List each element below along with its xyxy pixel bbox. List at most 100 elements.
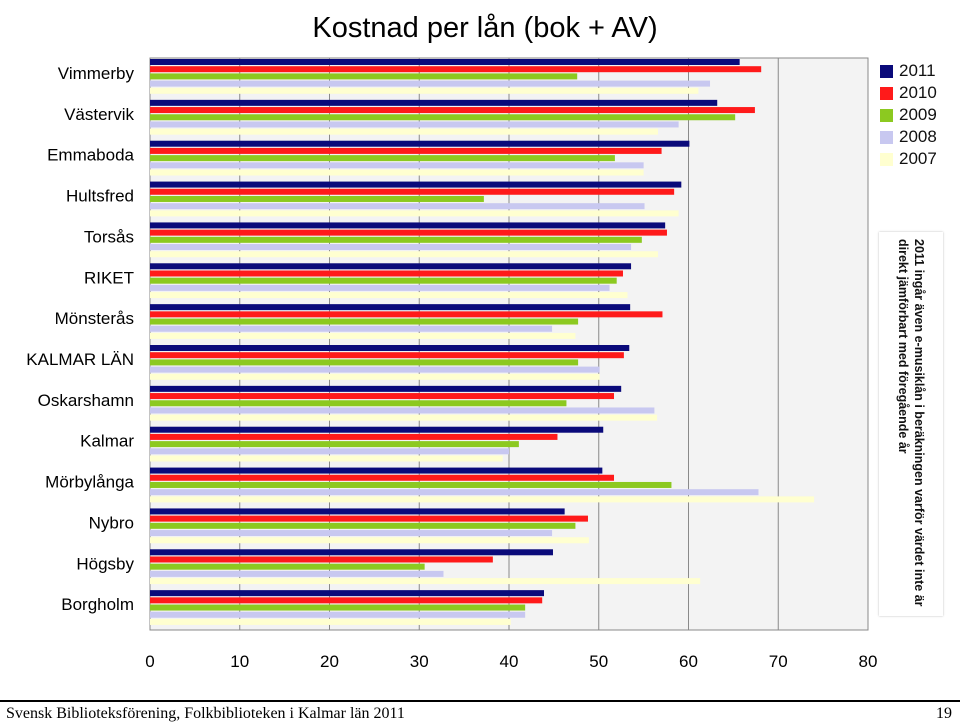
category-label: Mönsterås bbox=[55, 309, 134, 328]
chart-title: Kostnad per lån (bok + AV) bbox=[312, 12, 658, 44]
bar bbox=[150, 407, 655, 414]
category-label: Emmaboda bbox=[47, 146, 134, 165]
bar bbox=[150, 385, 622, 392]
bar bbox=[150, 277, 617, 284]
category-label: Högsby bbox=[76, 554, 134, 573]
bar bbox=[150, 332, 576, 339]
bar bbox=[150, 400, 567, 407]
legend-item: 2009 bbox=[880, 104, 937, 126]
legend-item: 2007 bbox=[880, 148, 937, 170]
bar bbox=[150, 618, 511, 625]
legend-item: 2008 bbox=[880, 126, 937, 148]
bar bbox=[150, 304, 631, 311]
bar bbox=[150, 169, 644, 176]
category-label: Mörbylånga bbox=[45, 473, 134, 492]
legend-label: 2008 bbox=[899, 127, 937, 146]
x-tick-label: 60 bbox=[679, 652, 698, 671]
bar bbox=[150, 611, 526, 618]
bar bbox=[150, 556, 493, 563]
note-text: 2011 ingår även e-musiklån i beräkningen… bbox=[896, 239, 926, 607]
bar bbox=[150, 147, 662, 154]
category-label: Borgholm bbox=[61, 595, 134, 614]
bar bbox=[150, 59, 740, 65]
bar bbox=[150, 530, 553, 537]
category-label: Vimmerby bbox=[58, 64, 135, 83]
bar bbox=[150, 80, 711, 87]
bar bbox=[150, 441, 519, 448]
bar bbox=[150, 590, 545, 597]
legend-swatch bbox=[880, 86, 893, 100]
legend-label: 2007 bbox=[899, 149, 937, 168]
legend-item: 2011 bbox=[880, 60, 937, 82]
bar bbox=[150, 87, 699, 94]
x-tick-label: 50 bbox=[589, 652, 608, 671]
bar bbox=[150, 467, 603, 474]
bar bbox=[150, 140, 690, 147]
bar bbox=[150, 162, 644, 169]
bar bbox=[150, 359, 579, 366]
bar bbox=[150, 99, 718, 106]
bar bbox=[150, 570, 444, 577]
bar bbox=[150, 352, 624, 359]
legend-item: 2010 bbox=[880, 82, 937, 104]
bar bbox=[150, 366, 600, 373]
category-label: Västervik bbox=[64, 105, 134, 124]
x-tick-label: 10 bbox=[230, 652, 249, 671]
category-label: KALMAR LÄN bbox=[26, 350, 134, 369]
bar bbox=[150, 311, 663, 318]
category-label: Nybro bbox=[89, 513, 134, 532]
bar bbox=[150, 522, 576, 529]
bar bbox=[150, 203, 645, 210]
bar bbox=[150, 345, 630, 351]
bar bbox=[150, 537, 589, 544]
footer-source: Svensk Biblioteksförening, Folkbibliotek… bbox=[6, 705, 405, 722]
bar bbox=[150, 66, 762, 73]
bar bbox=[150, 481, 672, 488]
category-label: Hultsfred bbox=[66, 187, 134, 206]
bar bbox=[150, 474, 615, 481]
footer-divider bbox=[0, 700, 960, 702]
bar bbox=[150, 325, 553, 332]
bar bbox=[150, 515, 588, 522]
bar-chart: 0 10 20 30 40 50 60 70 80 Vimmerby Västervik Emmabo… bbox=[26, 57, 878, 671]
bar bbox=[150, 433, 558, 440]
chart-legend: 2011 2010 2009 2008 2007 bbox=[880, 60, 937, 170]
category-label: Oskarshamn bbox=[38, 391, 134, 410]
bar bbox=[150, 373, 600, 380]
category-label: RIKET bbox=[84, 268, 134, 287]
x-tick-label: 20 bbox=[320, 652, 339, 671]
legend-label: 2011 bbox=[899, 61, 936, 80]
bar bbox=[150, 114, 736, 121]
bar bbox=[150, 292, 628, 299]
category-label: Kalmar bbox=[80, 432, 134, 451]
bar bbox=[150, 549, 553, 556]
bar bbox=[150, 251, 658, 258]
bar bbox=[150, 107, 755, 114]
bar bbox=[150, 604, 526, 611]
bar bbox=[150, 236, 642, 243]
x-tick-label: 40 bbox=[500, 652, 519, 671]
bar bbox=[150, 448, 509, 455]
bar bbox=[150, 489, 759, 496]
bar bbox=[150, 222, 666, 229]
bar bbox=[150, 496, 815, 503]
bar bbox=[150, 128, 658, 135]
bar bbox=[150, 188, 675, 195]
bar bbox=[150, 73, 578, 80]
bar bbox=[150, 563, 425, 570]
bar bbox=[150, 155, 615, 162]
bar bbox=[150, 210, 679, 217]
bar bbox=[150, 121, 679, 128]
x-tick-label: 80 bbox=[859, 652, 878, 671]
bar bbox=[150, 229, 667, 236]
bar bbox=[150, 455, 503, 462]
bar bbox=[150, 284, 610, 291]
bar bbox=[150, 195, 484, 202]
legend-label: 2009 bbox=[899, 105, 937, 124]
bar bbox=[150, 393, 615, 400]
bar bbox=[150, 263, 632, 270]
bar bbox=[150, 426, 604, 433]
x-tick-label: 70 bbox=[769, 652, 788, 671]
bar bbox=[150, 244, 632, 251]
